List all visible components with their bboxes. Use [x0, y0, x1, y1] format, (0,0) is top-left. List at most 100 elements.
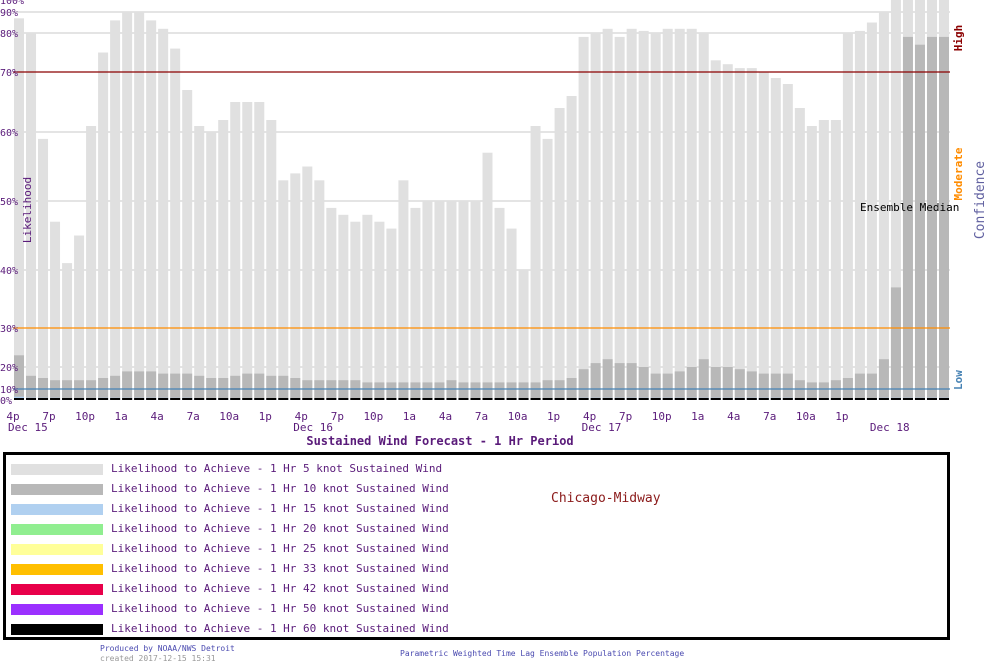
bar-s1-6 — [86, 380, 97, 400]
bar-s1-11 — [146, 371, 157, 400]
legend-swatch — [11, 504, 103, 515]
bar-s0-44 — [542, 138, 553, 400]
bar-s1-68 — [830, 380, 841, 400]
legend-label: Likelihood to Achieve - 1 Hr 60 knot Sus… — [111, 622, 449, 635]
bar-s0-48 — [590, 33, 601, 400]
bar-s1-18 — [230, 375, 241, 400]
bar-s0-11 — [146, 20, 157, 401]
bar-s0-43 — [530, 126, 541, 400]
median-tick-35 — [434, 398, 445, 400]
bar-s1-36 — [446, 380, 457, 400]
median-tick-66 — [806, 398, 817, 400]
x-tick-label: 1p — [259, 410, 272, 423]
footer-produced: Produced by NOAA/NWS Detroit — [100, 644, 235, 653]
bar-s1-53 — [650, 373, 661, 400]
y-tick-label: 10% — [0, 385, 18, 396]
median-tick-25 — [314, 398, 325, 400]
bar-s0-35 — [434, 201, 445, 400]
x-tick-label: 1p — [835, 410, 848, 423]
median-tick-67 — [818, 398, 829, 400]
bar-s1-33 — [410, 382, 421, 400]
y-tick-label: 0% — [0, 396, 12, 407]
bar-s1-52 — [638, 367, 649, 400]
x-tick-label: 10p — [652, 410, 672, 423]
bar-s0-38 — [470, 201, 481, 400]
median-tick-64 — [782, 398, 793, 400]
median-tick-22 — [278, 398, 289, 400]
date-label: Dec 18 — [870, 421, 910, 434]
bar-s0-24 — [302, 166, 313, 400]
median-tick-65 — [794, 398, 805, 400]
bar-s1-1 — [26, 375, 37, 400]
x-tick-label: 1a — [691, 410, 704, 423]
bar-s1-3 — [50, 380, 61, 400]
legend-label: Likelihood to Achieve - 1 Hr 10 knot Sus… — [111, 482, 449, 495]
bar-s1-13 — [170, 373, 181, 400]
median-tick-75 — [914, 398, 925, 400]
bar-s1-21 — [266, 375, 277, 400]
footer-note: Parametric Weighted Time Lag Ensemble Po… — [400, 649, 685, 658]
legend-panel: Chicago-Midway Likelihood to Achieve - 1… — [3, 452, 950, 640]
bar-s1-40 — [494, 382, 505, 400]
legend-swatch — [11, 464, 103, 475]
bar-s1-61 — [746, 371, 757, 400]
legend-label: Likelihood to Achieve - 1 Hr 50 knot Sus… — [111, 602, 449, 615]
x-tick-label: 4a — [727, 410, 740, 423]
bar-s1-76 — [926, 36, 937, 401]
bar-s1-73 — [890, 287, 901, 400]
median-tick-74 — [902, 398, 913, 400]
median-tick-49 — [602, 398, 613, 400]
median-tick-19 — [242, 398, 253, 400]
bar-s0-57 — [698, 33, 709, 400]
bar-s0-33 — [410, 207, 421, 400]
median-tick-63 — [770, 398, 781, 400]
bar-s1-8 — [110, 375, 121, 400]
bar-s1-75 — [914, 44, 925, 400]
y-tick-label: 50% — [0, 197, 18, 208]
bar-s0-34 — [422, 201, 433, 400]
bar-s1-56 — [686, 367, 697, 400]
median-tick-73 — [890, 398, 901, 400]
bar-s1-4 — [62, 380, 73, 400]
bar-s1-30 — [374, 382, 385, 400]
bar-s0-0 — [14, 18, 25, 401]
median-tick-44 — [542, 398, 553, 400]
median-tick-7 — [98, 398, 109, 400]
median-tick-52 — [638, 398, 649, 400]
y-tick-label: 20% — [0, 363, 18, 374]
bar-s0-3 — [50, 221, 61, 400]
bar-s0-63 — [770, 78, 781, 400]
legend-swatch — [11, 604, 103, 615]
median-tick-50 — [614, 398, 625, 400]
x-tick-label: 4p — [6, 410, 19, 423]
bar-s1-77 — [938, 36, 949, 401]
bar-s1-64 — [782, 373, 793, 400]
bar-s0-64 — [782, 84, 793, 400]
bar-s1-38 — [470, 382, 481, 400]
median-tick-34 — [422, 398, 433, 400]
median-tick-18 — [230, 398, 241, 400]
median-tick-5 — [74, 398, 85, 400]
median-tick-45 — [554, 398, 565, 400]
bar-s0-14 — [182, 90, 193, 400]
bar-s1-67 — [818, 382, 829, 400]
median-tick-38 — [470, 398, 481, 400]
bar-s1-59 — [722, 367, 733, 400]
bar-s1-51 — [626, 363, 637, 400]
x-tick-label: 1a — [114, 410, 127, 423]
legend-label: Likelihood to Achieve - 1 Hr 42 knot Sus… — [111, 582, 449, 595]
legend-label: Likelihood to Achieve - 1 Hr 5 knot Sust… — [111, 462, 443, 475]
legend-label: Likelihood to Achieve - 1 Hr 33 knot Sus… — [111, 562, 449, 575]
median-tick-46 — [566, 398, 577, 400]
bar-s0-47 — [578, 36, 589, 401]
median-tick-36 — [446, 398, 457, 400]
median-tick-58 — [710, 398, 721, 400]
bar-s0-52 — [638, 30, 649, 401]
bar-s0-54 — [662, 28, 673, 401]
confidence-label-moderate: Moderate — [952, 147, 965, 200]
bar-s0-58 — [710, 60, 721, 401]
bar-s0-8 — [110, 20, 121, 401]
x-tick-label: 7p — [331, 410, 344, 423]
bar-s1-62 — [758, 373, 769, 400]
median-tick-62 — [758, 398, 769, 400]
